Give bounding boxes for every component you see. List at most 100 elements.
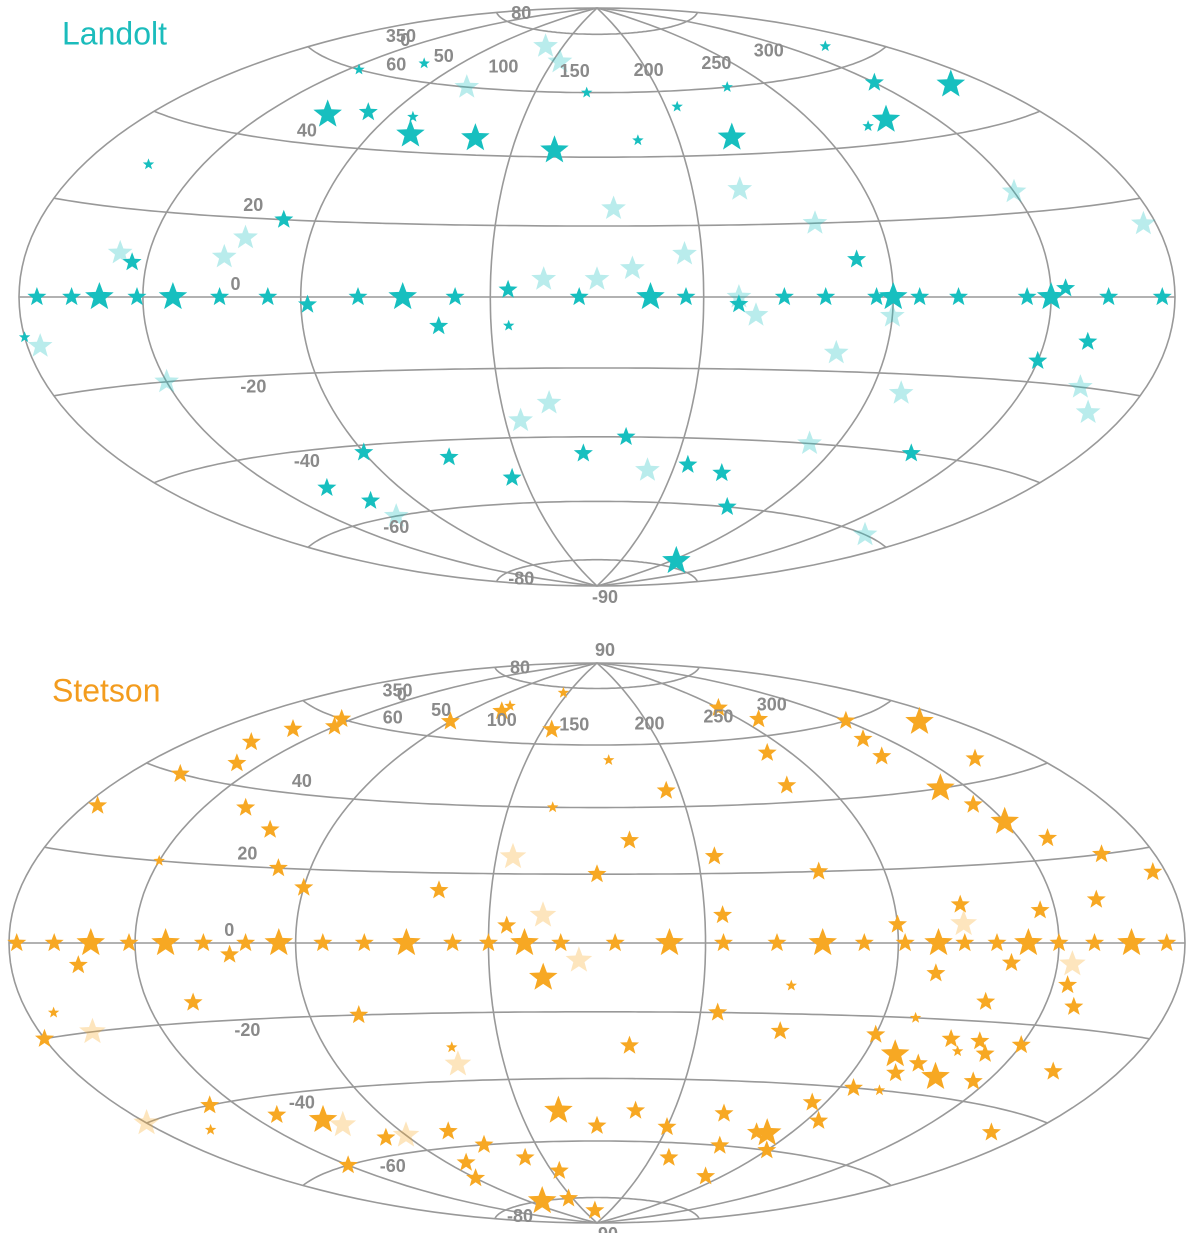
star	[354, 442, 374, 461]
x-tick-label: 200	[634, 60, 664, 80]
star	[466, 1168, 486, 1187]
star	[444, 1050, 472, 1076]
star	[531, 266, 557, 290]
star	[549, 1160, 569, 1179]
star	[308, 1104, 338, 1132]
star	[1152, 287, 1172, 306]
star	[183, 992, 203, 1011]
star	[867, 287, 887, 306]
parallel	[494, 1196, 700, 1220]
star	[1092, 844, 1111, 863]
star	[635, 457, 660, 481]
star	[662, 545, 691, 574]
star	[85, 282, 114, 310]
star	[283, 719, 303, 738]
star	[708, 697, 728, 716]
star	[515, 1147, 535, 1166]
star	[871, 104, 901, 132]
star	[581, 86, 593, 98]
star	[503, 319, 515, 331]
star	[536, 390, 562, 414]
star	[211, 243, 237, 268]
star	[963, 1071, 983, 1090]
star	[443, 933, 463, 952]
star	[508, 407, 533, 432]
star	[268, 858, 288, 877]
star	[540, 135, 569, 163]
star	[1001, 952, 1021, 971]
star	[603, 754, 615, 765]
star	[714, 1103, 734, 1122]
star	[298, 294, 317, 313]
parallel	[146, 1077, 1048, 1124]
star	[757, 742, 777, 761]
star	[1028, 350, 1048, 369]
star	[975, 1043, 995, 1062]
star	[264, 928, 293, 956]
y-tick-label: -20	[240, 377, 266, 397]
star	[808, 928, 837, 956]
star	[236, 933, 256, 952]
star	[880, 303, 905, 327]
star	[1059, 950, 1086, 976]
star	[955, 933, 975, 952]
star	[1086, 889, 1106, 908]
star	[573, 443, 593, 462]
star	[396, 119, 425, 147]
star	[122, 252, 142, 271]
parallel	[307, 46, 887, 94]
y-tick-label: -60	[383, 517, 409, 537]
star	[47, 1006, 60, 1018]
star	[1014, 928, 1043, 956]
parallel	[146, 762, 1048, 809]
y-tick-label: 40	[292, 771, 312, 791]
star	[757, 1140, 777, 1159]
star	[864, 72, 884, 91]
star	[636, 282, 665, 310]
star	[816, 287, 836, 306]
x-tick-label: 300	[757, 694, 787, 714]
star	[802, 1092, 822, 1111]
star	[388, 282, 417, 310]
star	[210, 287, 230, 306]
star	[68, 955, 88, 974]
star	[901, 443, 921, 462]
star	[547, 801, 559, 813]
star	[527, 1186, 557, 1214]
star	[461, 123, 490, 151]
star	[497, 915, 517, 934]
star	[18, 331, 31, 343]
star	[941, 1029, 961, 1048]
star	[704, 846, 724, 865]
star	[921, 1061, 950, 1089]
star	[542, 719, 562, 738]
star	[747, 1122, 767, 1141]
star	[1049, 933, 1069, 952]
star	[107, 239, 133, 264]
star	[1017, 287, 1037, 306]
star	[502, 467, 522, 486]
star	[987, 933, 1007, 952]
star	[1085, 933, 1105, 952]
star	[767, 933, 787, 952]
star	[802, 210, 828, 234]
star	[313, 933, 333, 952]
star	[844, 1078, 863, 1096]
star	[601, 195, 626, 219]
y-tick-label: -20	[234, 1020, 260, 1040]
star	[587, 1115, 607, 1134]
star	[313, 99, 342, 127]
star	[349, 1005, 369, 1024]
star	[926, 963, 946, 982]
star	[454, 74, 480, 98]
star	[924, 928, 953, 956]
star	[888, 380, 914, 404]
star	[1064, 996, 1084, 1015]
x-tick-label: 50	[431, 700, 451, 720]
star	[1043, 1061, 1063, 1080]
star	[585, 1200, 605, 1219]
star	[569, 287, 589, 306]
y-tick-label: -60	[380, 1156, 406, 1176]
y-tick-label: 40	[297, 120, 317, 140]
star	[62, 287, 82, 306]
